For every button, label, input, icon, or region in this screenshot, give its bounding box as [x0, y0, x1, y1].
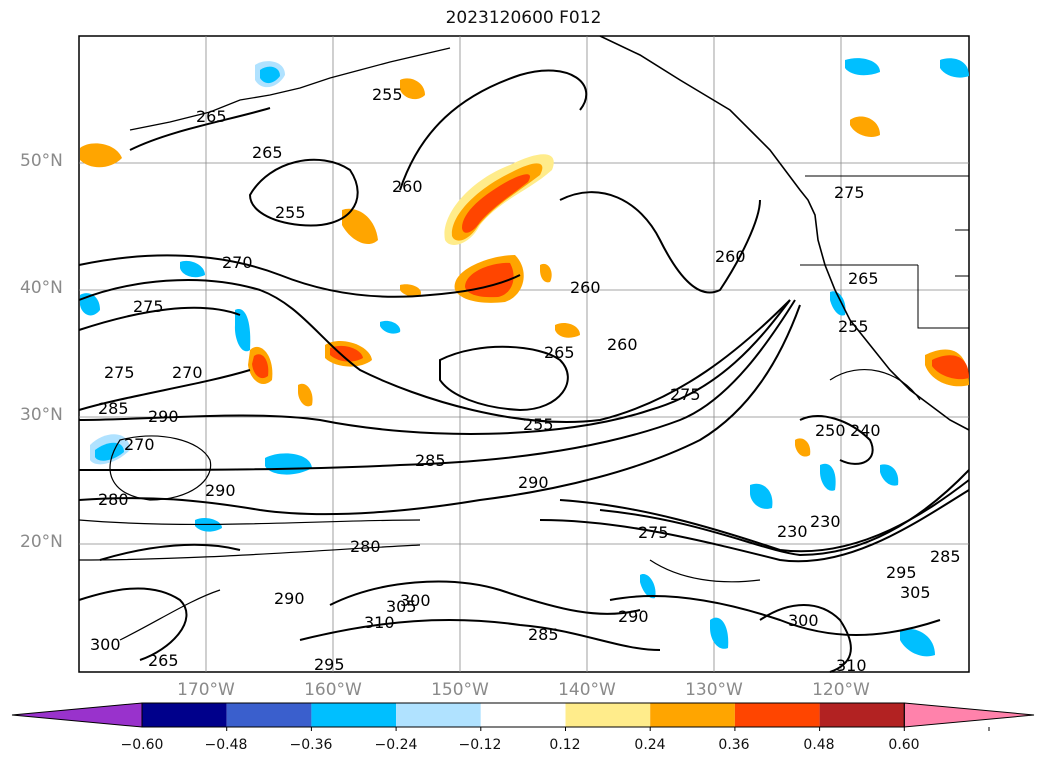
contour-label: 300	[788, 611, 819, 630]
contour-label: 260	[607, 335, 638, 354]
contour-label: 230	[810, 512, 841, 531]
contour-label: 240	[850, 421, 881, 440]
contour-label: 230	[777, 522, 808, 541]
contour-label: 290	[148, 407, 179, 426]
colorbar-tick: −0.36	[289, 737, 333, 753]
contours	[78, 69, 970, 673]
coastline	[599, 35, 970, 431]
colorbar-segment	[734, 703, 820, 727]
contour-label: 255	[372, 85, 403, 104]
lon-label-130w: 130°W	[685, 680, 743, 700]
colorbar-tick: −0.48	[204, 737, 248, 753]
colorbar-segment	[565, 703, 651, 727]
colorbar-tick: 0.36	[718, 737, 750, 753]
contour-label: 250	[815, 421, 846, 440]
colorbar-segment	[226, 703, 312, 727]
colorbar-segment	[142, 703, 227, 727]
contour-label: 295	[886, 563, 917, 582]
lon-label-160w: 160°W	[304, 680, 362, 700]
colorbar-segment	[396, 703, 481, 727]
contour-label: 300	[400, 591, 431, 610]
contour-label: 275	[670, 385, 701, 404]
contour-label: 305	[386, 597, 417, 616]
contour-label: 310	[836, 656, 867, 675]
lat-label-20n: 20°N	[20, 532, 63, 552]
lon-label-140w: 140°W	[558, 680, 616, 700]
plot-frame	[78, 35, 970, 673]
colorbar-tick: 0.60	[888, 737, 920, 753]
contour-label-group: 265 265 255 260 255 270 275 275 270 285 …	[90, 85, 961, 675]
contour-label: 290	[274, 589, 305, 608]
colorbar-extend-high	[903, 702, 1035, 728]
lat-label-30n: 30°N	[20, 405, 63, 425]
contour-label: 275	[133, 297, 164, 316]
colorbar-tick: −0.24	[374, 737, 418, 753]
contour-label: 290	[518, 473, 549, 492]
contour-label: 255	[838, 317, 869, 336]
colorbar-tick: 0.12	[549, 737, 581, 753]
contour-label: 305	[900, 583, 931, 602]
contour-label: 265	[148, 651, 179, 670]
contour-label: 275	[638, 523, 669, 542]
lat-label-40n: 40°N	[20, 278, 63, 298]
lon-label-170w: 170°W	[177, 680, 235, 700]
colorbar-segment	[311, 703, 397, 727]
borders	[800, 175, 970, 329]
aleutian-coast	[129, 47, 451, 131]
contour-label: 255	[275, 203, 306, 222]
colorbar-segment	[819, 703, 905, 727]
colorbar-tick: 0.48	[803, 737, 835, 753]
contour-label: 265	[252, 143, 283, 162]
contour-label: 285	[415, 451, 446, 470]
map-canvas: 265 265 255 260 255 270 275 275 270 285 …	[78, 35, 970, 675]
contour-label: 280	[98, 490, 129, 509]
colorbar-outline	[141, 702, 905, 728]
colorbar-extend-low	[11, 702, 143, 728]
contour-label: 290	[618, 607, 649, 626]
lon-label-120w: 120°W	[812, 680, 870, 700]
contour-label: 265	[544, 343, 575, 362]
contour-label: 270	[222, 253, 253, 272]
colorbar-segment	[480, 703, 566, 727]
contour-label: 265	[196, 107, 227, 126]
contour-label: 270	[172, 363, 203, 382]
contour-label: 285	[930, 547, 961, 566]
colorbar-tick: 0.24	[634, 737, 666, 753]
lat-label-50n: 50°N	[20, 151, 63, 171]
contour-label: 290	[205, 481, 236, 500]
contour-label: 285	[98, 399, 129, 418]
contour-label: 275	[834, 183, 865, 202]
contour-label: 300	[90, 635, 121, 654]
thin-contours	[78, 369, 921, 641]
contour-label: 310	[364, 613, 395, 632]
contour-label: 255	[523, 415, 554, 434]
colorbar-tick: −0.12	[458, 737, 502, 753]
contour-label: 265	[848, 269, 879, 288]
colorbar-tick: −0.60	[120, 737, 164, 753]
lon-label-150w: 150°W	[431, 680, 489, 700]
contour-label: 260	[570, 278, 601, 297]
contour-label: 295	[314, 655, 345, 674]
map-title: 2023120600 F012	[445, 8, 602, 28]
contour-label: 280	[350, 537, 381, 556]
contour-label: 285	[528, 625, 559, 644]
contour-label: 270	[124, 435, 155, 454]
contour-label: 260	[392, 177, 423, 196]
contour-label: 275	[104, 363, 135, 382]
contour-label: 260	[715, 247, 746, 266]
negative-anomalies	[80, 58, 969, 657]
colorbar-segment	[650, 703, 735, 727]
